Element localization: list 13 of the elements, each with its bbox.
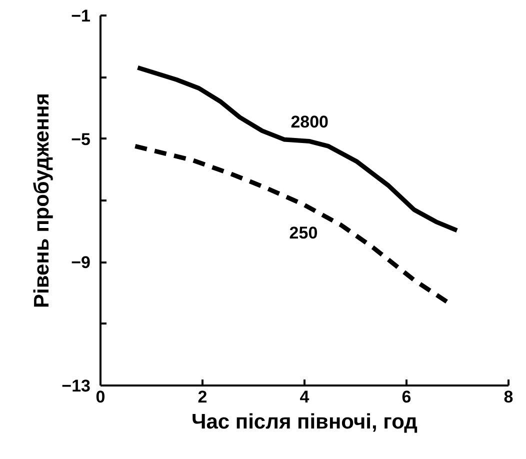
- x-tick-label: 8: [504, 388, 514, 406]
- series-label: 250: [289, 224, 318, 243]
- y-tick-label: −5: [71, 130, 91, 149]
- y-tick-label: −1: [71, 6, 91, 26]
- y-tick-label: −9: [71, 253, 91, 272]
- series-label: 2800: [290, 112, 329, 132]
- x-tick-label: 6: [402, 388, 412, 406]
- x-tick-label: 4: [300, 388, 310, 406]
- y-tick-label: −13: [62, 376, 91, 396]
- x-tick-label: 2: [198, 388, 208, 406]
- x-tick-label: 0: [96, 388, 106, 406]
- y-axis-title: Рівень пробудження: [30, 92, 54, 308]
- x-axis-title: Час після півночі, год: [191, 410, 418, 434]
